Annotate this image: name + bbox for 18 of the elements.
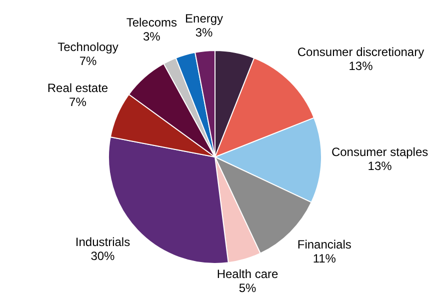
slice-label: Consumer staples [331,144,428,159]
slice-label: Industrials [75,235,130,250]
slice-label: Telecoms [126,15,178,30]
slice-label: Financials [297,238,352,252]
data-label: 11% [312,252,336,266]
slice-label: Energy [185,11,224,26]
slice-label: Real estate [47,81,108,96]
data-label: 13% [368,158,392,173]
data-label: 5% [238,281,257,296]
data-label: 3% [143,29,161,44]
data-label: 13% [348,58,374,73]
slice-label: Consumer discretionary [297,44,424,59]
data-label: 3% [195,25,214,40]
data-label: 7% [69,95,87,110]
data-label: 30% [90,249,116,264]
slice-label: Health care [216,267,279,282]
data-label: 7% [79,54,97,68]
slice-label: Technology [58,40,118,54]
